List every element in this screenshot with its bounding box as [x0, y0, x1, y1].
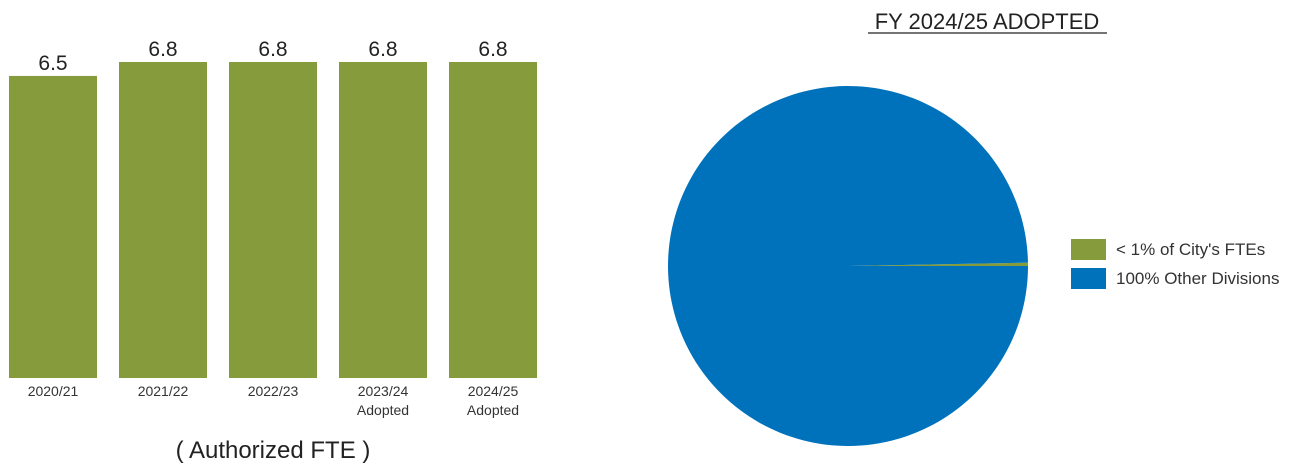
x-tick-label-4-line2: Adopted — [467, 402, 519, 418]
legend-swatch-1 — [1071, 268, 1106, 289]
x-tick-label-3: 2023/24 — [358, 383, 409, 399]
pie-slice-0 — [848, 262, 1028, 266]
bars-group: 6.5 2020/21 6.8 2021/22 6.8 2022/23 6.8 2023/24… — [9, 38, 537, 418]
pie-chart: FY 2024/25 ADOPTED < 1% of City's FTEs 10… — [668, 9, 1279, 447]
bar-4 — [449, 62, 537, 378]
x-tick-label-3-line2: Adopted — [357, 402, 409, 418]
x-tick-label-1: 2021/22 — [138, 383, 189, 399]
pie-group — [668, 86, 1028, 447]
x-tick-label-0: 2020/21 — [28, 383, 79, 399]
legend-label-0: < 1% of City's FTEs — [1116, 240, 1265, 259]
bar-3 — [339, 62, 427, 378]
pie-chart-title: FY 2024/25 ADOPTED — [875, 9, 1100, 34]
x-tick-label-4: 2024/25 — [468, 383, 519, 399]
pie-legend: < 1% of City's FTEs 100% Other Divisions — [1071, 239, 1279, 289]
x-tick-label-2: 2022/23 — [248, 383, 299, 399]
bar-value-label-0: 6.5 — [38, 52, 67, 75]
bar-chart: 6.5 2020/21 6.8 2021/22 6.8 2022/23 6.8 2023/24… — [9, 38, 537, 464]
bar-chart-xlabel: ( Authorized FTE ) — [176, 437, 371, 464]
bar-0 — [9, 75, 97, 379]
bar-value-label-1: 6.8 — [148, 38, 177, 61]
pie-slice-1 — [668, 86, 1028, 447]
bar-value-label-3: 6.8 — [368, 38, 397, 61]
legend-label-1: 100% Other Divisions — [1116, 269, 1279, 288]
bar-value-label-2: 6.8 — [258, 38, 287, 61]
legend-swatch-0 — [1071, 239, 1106, 260]
bar-2 — [229, 62, 317, 378]
bar-1 — [119, 62, 207, 378]
bar-value-label-4: 6.8 — [478, 38, 507, 61]
